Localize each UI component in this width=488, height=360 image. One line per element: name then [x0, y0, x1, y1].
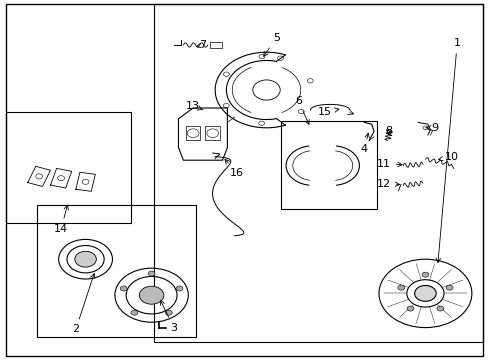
- Circle shape: [120, 286, 127, 291]
- Circle shape: [75, 251, 96, 267]
- Bar: [154, 4, 482, 342]
- Bar: [6, 112, 130, 223]
- Text: 12: 12: [376, 179, 399, 189]
- Bar: [281, 121, 376, 209]
- Circle shape: [436, 306, 443, 311]
- Circle shape: [139, 286, 163, 304]
- Text: 13: 13: [186, 101, 203, 111]
- Circle shape: [165, 310, 172, 315]
- Bar: [205, 126, 220, 140]
- Text: 9: 9: [425, 123, 438, 133]
- Circle shape: [148, 271, 155, 276]
- Text: 2: 2: [72, 274, 95, 334]
- Circle shape: [131, 310, 138, 315]
- Circle shape: [397, 285, 404, 290]
- Text: 14: 14: [54, 205, 68, 234]
- Circle shape: [445, 285, 452, 290]
- Text: 11: 11: [376, 159, 401, 169]
- Circle shape: [421, 272, 428, 277]
- Text: 15: 15: [318, 107, 338, 117]
- Circle shape: [176, 286, 183, 291]
- Circle shape: [406, 306, 413, 311]
- Text: 1: 1: [435, 38, 460, 263]
- Text: 8: 8: [385, 126, 391, 136]
- Text: 6: 6: [294, 96, 308, 125]
- Bar: [37, 205, 195, 337]
- Text: 5: 5: [263, 33, 279, 56]
- Text: 3: 3: [160, 300, 177, 333]
- Text: 10: 10: [438, 152, 458, 162]
- Text: 16: 16: [224, 159, 244, 178]
- Text: 4: 4: [360, 133, 368, 154]
- Bar: [210, 42, 222, 48]
- Bar: [185, 126, 200, 140]
- Text: 7: 7: [196, 40, 206, 50]
- Circle shape: [414, 285, 435, 301]
